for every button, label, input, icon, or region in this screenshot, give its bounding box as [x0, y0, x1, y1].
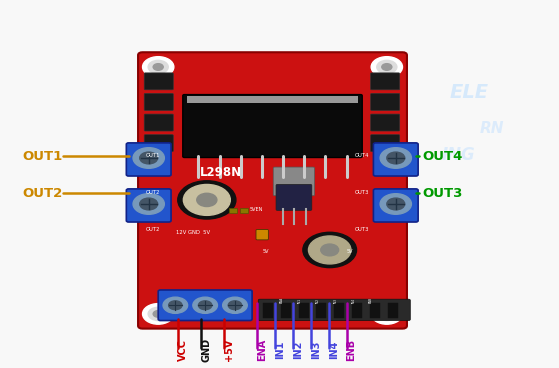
FancyBboxPatch shape: [334, 303, 344, 318]
Circle shape: [380, 148, 411, 168]
FancyBboxPatch shape: [388, 303, 398, 318]
FancyBboxPatch shape: [281, 303, 291, 318]
Text: OUT2: OUT2: [145, 227, 160, 232]
FancyBboxPatch shape: [126, 189, 171, 222]
FancyBboxPatch shape: [371, 73, 400, 90]
Text: OUT3: OUT3: [355, 191, 369, 195]
Text: ENB: ENB: [347, 339, 357, 361]
Circle shape: [133, 148, 164, 168]
FancyBboxPatch shape: [371, 114, 400, 131]
Circle shape: [382, 64, 392, 70]
FancyBboxPatch shape: [144, 135, 173, 152]
Circle shape: [309, 236, 351, 264]
Text: ENA: ENA: [257, 339, 267, 361]
Circle shape: [148, 307, 168, 321]
Circle shape: [153, 311, 163, 317]
Text: OUT2: OUT2: [145, 191, 160, 195]
FancyBboxPatch shape: [352, 303, 362, 318]
Circle shape: [228, 301, 241, 310]
FancyBboxPatch shape: [373, 143, 418, 176]
FancyBboxPatch shape: [256, 230, 268, 240]
Text: OUT3: OUT3: [355, 227, 369, 232]
FancyBboxPatch shape: [144, 114, 173, 131]
Text: OUT3: OUT3: [422, 187, 462, 200]
FancyBboxPatch shape: [138, 52, 407, 329]
Text: IN4: IN4: [351, 298, 356, 303]
Text: IN1: IN1: [275, 340, 285, 359]
Text: IN4: IN4: [329, 340, 339, 359]
Circle shape: [377, 60, 397, 74]
Circle shape: [140, 152, 158, 164]
Circle shape: [133, 194, 164, 214]
Text: IN3: IN3: [333, 298, 338, 303]
FancyBboxPatch shape: [240, 208, 248, 213]
Circle shape: [183, 184, 230, 215]
Text: IN2: IN2: [293, 340, 303, 359]
FancyBboxPatch shape: [258, 299, 410, 321]
FancyBboxPatch shape: [273, 167, 315, 196]
Circle shape: [303, 232, 357, 268]
Text: OUT4: OUT4: [355, 153, 369, 158]
Circle shape: [163, 297, 188, 313]
Text: 12V GND  5V: 12V GND 5V: [176, 230, 210, 235]
Circle shape: [371, 57, 402, 77]
Text: +5V: +5V: [224, 339, 234, 361]
FancyBboxPatch shape: [144, 73, 173, 90]
FancyBboxPatch shape: [187, 96, 358, 103]
Text: IN3: IN3: [311, 340, 321, 359]
Text: OUT1: OUT1: [22, 150, 63, 163]
Text: ENB: ENB: [369, 297, 373, 303]
Text: GND: GND: [201, 337, 211, 362]
Circle shape: [178, 181, 236, 219]
Circle shape: [371, 304, 402, 324]
Circle shape: [222, 297, 247, 313]
Text: ING: ING: [442, 146, 475, 163]
Circle shape: [387, 152, 405, 164]
Text: OUT2: OUT2: [22, 187, 63, 200]
Circle shape: [148, 60, 168, 74]
Circle shape: [380, 194, 411, 214]
Text: OUT1: OUT1: [145, 153, 160, 158]
Circle shape: [382, 311, 392, 317]
FancyBboxPatch shape: [299, 303, 309, 318]
Circle shape: [140, 198, 158, 210]
Circle shape: [169, 301, 182, 310]
FancyBboxPatch shape: [183, 95, 362, 158]
FancyBboxPatch shape: [229, 208, 237, 213]
FancyBboxPatch shape: [371, 93, 400, 110]
Circle shape: [321, 244, 339, 256]
Circle shape: [143, 57, 174, 77]
Text: 5V: 5V: [347, 249, 353, 254]
Text: 5V: 5V: [263, 249, 269, 254]
Text: ELE: ELE: [450, 82, 489, 102]
Text: RN: RN: [480, 121, 504, 136]
Circle shape: [153, 64, 163, 70]
Text: ENA: ENA: [280, 297, 284, 303]
FancyBboxPatch shape: [276, 184, 312, 210]
FancyBboxPatch shape: [370, 303, 380, 318]
FancyBboxPatch shape: [373, 189, 418, 222]
Text: IN1: IN1: [297, 298, 302, 303]
Text: IN2: IN2: [315, 298, 320, 303]
FancyBboxPatch shape: [144, 93, 173, 110]
Text: 5VEN: 5VEN: [250, 207, 263, 212]
Circle shape: [143, 304, 174, 324]
FancyBboxPatch shape: [316, 303, 326, 318]
Text: VCC: VCC: [178, 339, 188, 361]
Circle shape: [193, 297, 217, 313]
FancyBboxPatch shape: [126, 143, 171, 176]
Circle shape: [197, 193, 217, 206]
FancyBboxPatch shape: [158, 290, 252, 321]
Text: L298N: L298N: [200, 166, 241, 180]
Circle shape: [198, 301, 212, 310]
Text: OUT4: OUT4: [422, 150, 462, 163]
Circle shape: [387, 198, 405, 210]
Circle shape: [377, 307, 397, 321]
FancyBboxPatch shape: [371, 135, 400, 152]
FancyBboxPatch shape: [263, 303, 273, 318]
